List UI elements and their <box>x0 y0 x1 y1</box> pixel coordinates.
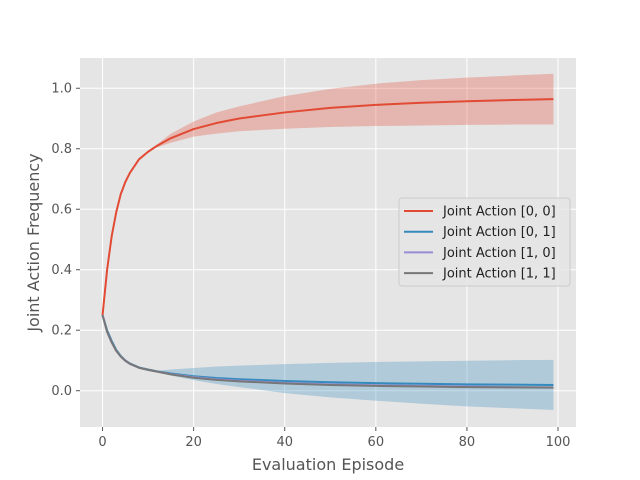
x-tick-label: 60 <box>368 435 385 450</box>
series-line-3 <box>101 314 554 389</box>
x-tick-label: 20 <box>185 435 202 450</box>
y-tick-label: 0.6 <box>51 203 72 218</box>
legend-label-0-0: Joint Action [0, 0] <box>442 205 556 220</box>
x-tick-label: 40 <box>276 435 293 450</box>
confidence-band-0 <box>102 73 554 316</box>
y-tick-label: 0.4 <box>51 263 72 278</box>
y-tick-label: 1.0 <box>51 82 72 97</box>
x-axis-label: Evaluation Episode <box>252 455 404 474</box>
legend: Joint Action [0, 0] Joint Action [0, 1] … <box>398 197 571 287</box>
legend-label-0-1: Joint Action [0, 1] <box>442 225 556 240</box>
y-tick-label: 0.8 <box>51 142 72 157</box>
x-tick-label: 80 <box>459 435 476 450</box>
series-lines <box>101 98 554 389</box>
x-tick-label: 100 <box>546 435 571 450</box>
series-line-0 <box>101 98 554 316</box>
legend-box <box>398 197 571 287</box>
tick-labels: 0 20 40 60 80 100 0.0 0.2 0.4 0.6 0.8 1.0 <box>51 82 570 450</box>
y-tick-label: 0.2 <box>51 324 72 339</box>
legend-label-1-1: Joint Action [1, 1] <box>442 267 556 282</box>
legend-label-1-0: Joint Action [1, 0] <box>442 246 556 261</box>
x-tick-label: 0 <box>98 435 106 450</box>
y-tick-label: 0.0 <box>51 384 72 399</box>
y-axis-label: Joint Action Frequency <box>24 153 43 332</box>
